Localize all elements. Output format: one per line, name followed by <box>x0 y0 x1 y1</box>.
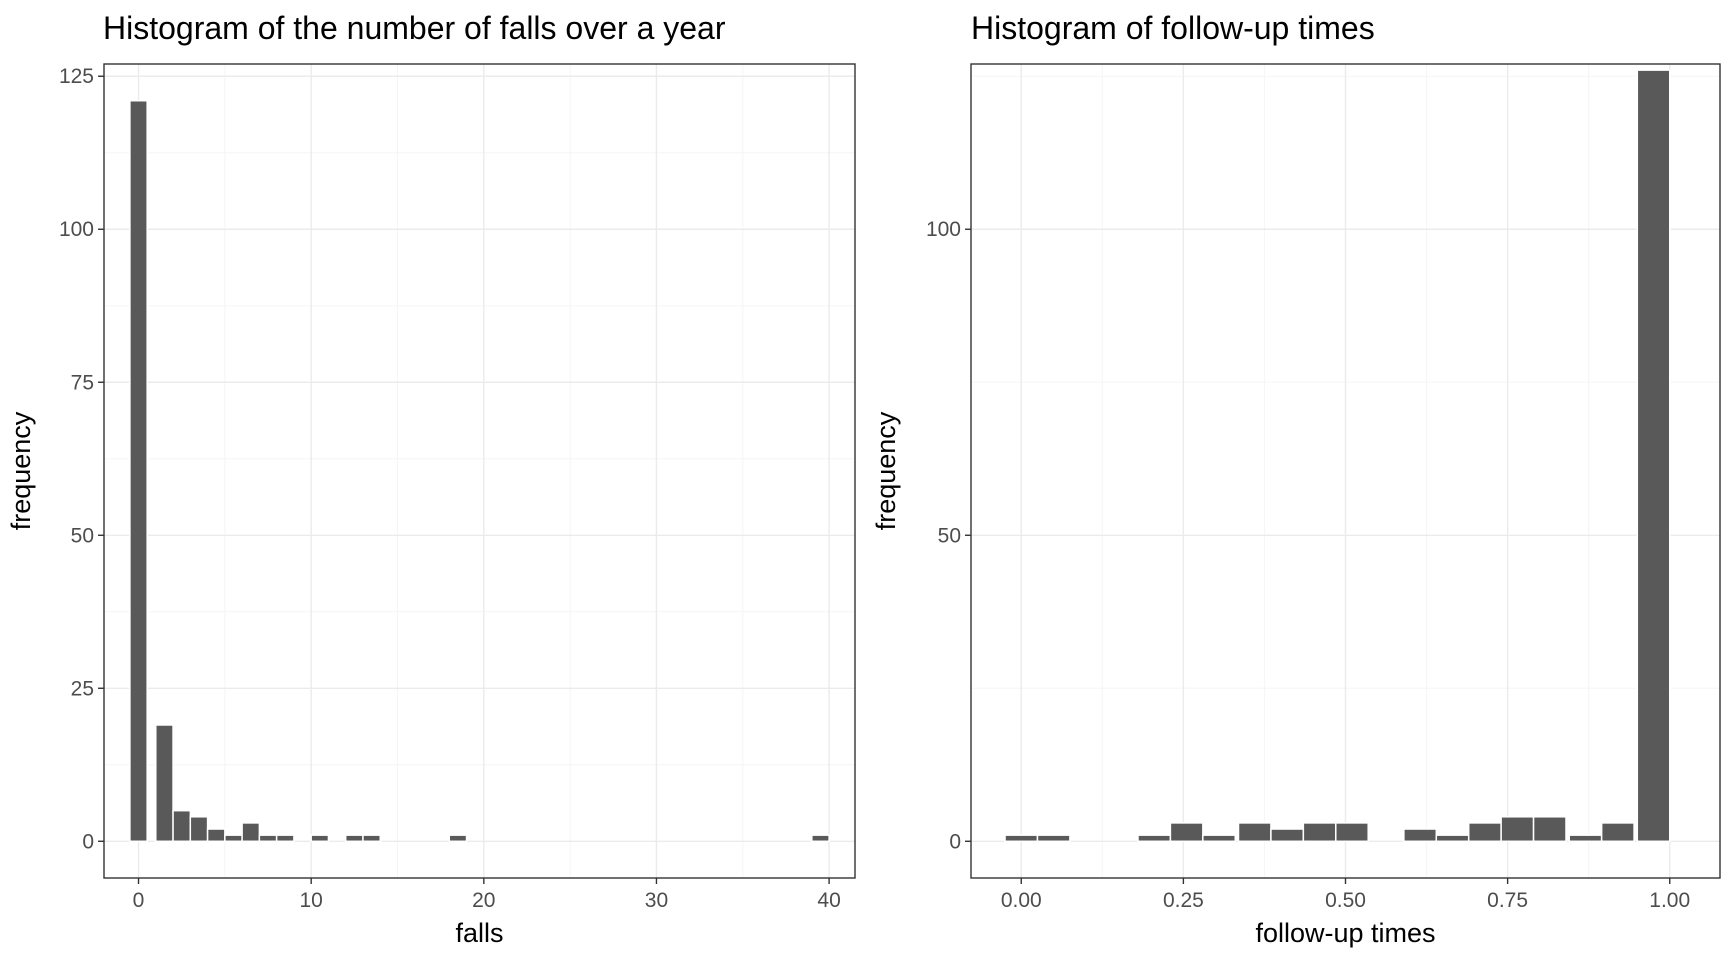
x-tick-label: 30 <box>645 889 668 912</box>
histogram-bar <box>1500 816 1535 843</box>
minor-gridlines <box>104 64 855 878</box>
histogram-bar <box>189 816 209 843</box>
followup-histogram-panel: Histogram of follow-up times 0 50 100 0.00 0… <box>864 0 1728 960</box>
chart-title: Histogram of follow-up times <box>971 10 1375 46</box>
histogram-bar <box>129 99 148 843</box>
histogram-bars <box>1004 69 1671 843</box>
falls-histogram-panel: Histogram of the number of falls over a … <box>6 10 856 948</box>
histogram-bar <box>258 834 278 843</box>
x-axis: 0.00 0.25 0.50 0.75 1.00 <box>1001 878 1690 912</box>
histogram-bar <box>1137 834 1172 843</box>
x-axis: 0 10 20 30 40 <box>133 878 841 912</box>
histogram-bar <box>310 834 330 843</box>
histogram-bar <box>1403 828 1438 843</box>
histogram-bar <box>1302 822 1337 843</box>
histogram-bar <box>1636 69 1671 843</box>
x-tick-label: 0 <box>133 889 145 912</box>
histogram-bar <box>1237 822 1272 843</box>
histogram-bar <box>1036 834 1071 843</box>
x-axis-label: falls <box>455 918 503 948</box>
y-tick-label: 125 <box>59 65 94 88</box>
y-tick-label: 100 <box>926 218 961 241</box>
histogram-bar <box>1568 834 1603 843</box>
histogram-bar <box>224 834 243 843</box>
x-tick-label: 1.00 <box>1649 889 1690 912</box>
histogram-bar <box>172 809 192 843</box>
y-axis-label: frequency <box>871 411 901 530</box>
panel-border <box>103 63 856 879</box>
x-tick-label: 0.50 <box>1325 889 1366 912</box>
histogram-bar <box>1270 828 1305 843</box>
histogram-bar <box>241 822 261 843</box>
x-tick-label: 0.75 <box>1487 889 1528 912</box>
histogram-bars <box>129 99 830 843</box>
histogram-bar <box>362 834 381 843</box>
x-tick-label: 10 <box>299 889 322 912</box>
y-tick-label: 25 <box>71 677 94 700</box>
y-axis: 0 50 100 <box>926 218 971 853</box>
followup-histogram-svg: 0 50 100 0.00 0.25 0.50 0.75 1.00 follow-up time… <box>871 63 1721 948</box>
y-tick-label: 0 <box>82 830 94 853</box>
histogram-bar <box>1600 822 1635 843</box>
y-tick-label: 75 <box>71 371 94 394</box>
y-axis: 0 25 50 75 100 125 <box>59 65 104 853</box>
histogram-bar <box>1467 822 1502 843</box>
x-tick-label: 40 <box>817 889 840 912</box>
major-gridlines <box>971 64 1720 878</box>
histogram-bar <box>344 834 364 843</box>
histogram-bar <box>155 724 174 843</box>
x-tick-label: 0.25 <box>1163 889 1204 912</box>
histogram-bar <box>1532 816 1567 843</box>
histogram-bar <box>1435 834 1470 843</box>
y-tick-label: 50 <box>938 524 961 547</box>
y-tick-label: 50 <box>71 524 94 547</box>
histogram-bar <box>1169 822 1204 843</box>
histogram-bar <box>1202 834 1237 843</box>
chart-title: Histogram of the number of falls over a … <box>103 10 726 46</box>
histogram-bar <box>206 828 226 843</box>
falls-histogram-svg: 0 25 50 75 100 125 0 10 20 30 40 falls frequency <box>6 63 856 948</box>
x-axis-label: follow-up times <box>1255 918 1435 948</box>
x-tick-label: 20 <box>472 889 495 912</box>
histogram-bar <box>448 834 468 843</box>
y-tick-label: 0 <box>949 830 961 853</box>
histogram-bar <box>1004 834 1039 843</box>
x-tick-label: 0.00 <box>1001 889 1042 912</box>
histogram-bar <box>1335 822 1369 843</box>
y-axis-label: frequency <box>6 411 36 530</box>
y-tick-label: 100 <box>59 218 94 241</box>
histogram-bar <box>275 834 295 843</box>
histogram-bar <box>811 834 830 843</box>
